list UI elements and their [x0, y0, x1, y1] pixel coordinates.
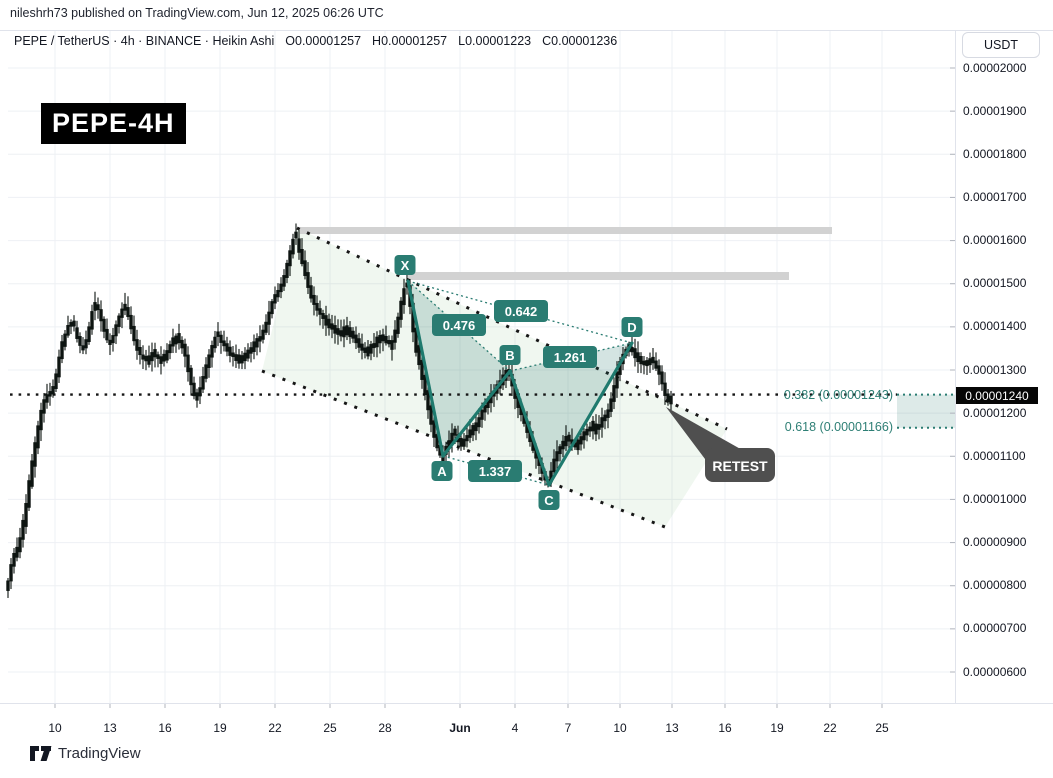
top-divider	[0, 30, 1053, 31]
pattern-leg-BD-dotted[interactable]	[509, 342, 633, 372]
symbol-title[interactable]: PEPE / TetherUS · 4h · BINANCE · Heikin …	[14, 34, 275, 48]
resistance-zone-0[interactable]	[300, 227, 832, 234]
time-axis-label: Jun	[449, 721, 471, 735]
time-axis-label: 13	[103, 721, 117, 735]
price-axis-label: 0.00001100	[963, 448, 1026, 463]
svg-text:B: B	[505, 348, 514, 363]
price-axis-label: 0.00000600	[963, 664, 1027, 679]
current-price-badge: 0.00001240	[956, 387, 1038, 404]
svg-text:X: X	[401, 258, 410, 273]
channel-upper-trendline[interactable]	[296, 226, 728, 431]
price-axis-label: 0.00000900	[963, 535, 1027, 550]
currency-badge[interactable]: USDT	[962, 32, 1040, 58]
retest-callout[interactable]: RETEST	[666, 407, 775, 482]
svg-text:1.337: 1.337	[479, 464, 512, 479]
price-axis-label: 0.00000700	[963, 621, 1027, 636]
price-axis-label: 0.00001900	[963, 103, 1027, 118]
time-axis-label: 13	[665, 721, 679, 735]
time-axis-label: 16	[718, 721, 732, 735]
pattern-leg-BC[interactable]	[508, 369, 551, 487]
pattern-point-label-C[interactable]: C	[538, 490, 560, 510]
time-axis-label: 22	[823, 721, 837, 735]
svg-text:A: A	[437, 464, 447, 479]
price-axis-label: 0.00001000	[963, 491, 1027, 506]
pattern-point-label-A[interactable]: A	[431, 461, 453, 481]
retest-text: RETEST	[712, 458, 768, 474]
pattern-point-label-D[interactable]: D	[621, 317, 643, 337]
time-axis-label: 25	[875, 721, 889, 735]
ohlc-high: H0.00001257	[372, 34, 448, 48]
ohlc-close: C0.00001236	[542, 34, 618, 48]
time-axis-label: 10	[613, 721, 627, 735]
pattern-leg-AB[interactable]	[441, 369, 512, 458]
pattern-point-label-B[interactable]: B	[499, 345, 521, 365]
time-axis-label: 4	[511, 721, 519, 735]
pattern-leg-XA[interactable]	[406, 279, 445, 458]
attribution-text: nileshrh73 published on TradingView.com,…	[10, 6, 384, 20]
svg-text:0.642: 0.642	[505, 304, 538, 319]
time-axis-label: 19	[213, 721, 227, 735]
svg-text:1.261: 1.261	[554, 350, 587, 365]
pattern-leg-AC-dotted[interactable]	[442, 455, 550, 486]
time-axis-label: 25	[323, 721, 337, 735]
svg-text:0.476: 0.476	[443, 318, 476, 333]
fib-retracement-zone[interactable]	[897, 394, 955, 428]
resistance-zone-1[interactable]	[408, 272, 789, 280]
svg-text:D: D	[627, 320, 636, 335]
ohlc-low: L0.00001223	[458, 34, 532, 48]
pattern-point-label-X[interactable]: X	[394, 255, 416, 275]
price-axis-label: 0.00001400	[963, 319, 1027, 334]
pattern-ratio-label-1337[interactable]: 1.337	[468, 460, 522, 482]
channel-fill	[262, 228, 727, 527]
fib-level-0618-label: 0.618 (0.00001166)	[784, 420, 893, 434]
time-axis-label: 22	[268, 721, 282, 735]
time-axis-label: 19	[770, 721, 784, 735]
pattern-ratio-label-0642[interactable]: 0.642	[494, 300, 548, 322]
ohlc-open: O0.00001257	[285, 34, 362, 48]
time-axis-label: 16	[158, 721, 172, 735]
pattern-ratio-label-1261[interactable]: 1.261	[543, 346, 597, 368]
price-axis-label: 0.00001600	[963, 233, 1027, 248]
time-axis-label: 10	[48, 721, 62, 735]
price-axis-label: 0.00001300	[963, 362, 1027, 377]
price-axis-divider	[955, 30, 956, 703]
chart-legend[interactable]: PEPE / TetherUS · 4h · BINANCE · Heikin …	[14, 34, 617, 48]
pattern-ratio-label-0476[interactable]: 0.476	[432, 314, 486, 336]
pattern-triangle-1	[510, 343, 632, 485]
time-axis-label: 7	[564, 721, 572, 735]
price-axis-label: 0.00001800	[963, 146, 1027, 161]
time-axis-label: 28	[378, 721, 392, 735]
tradingview-logo-text: TradingView	[58, 745, 141, 762]
price-axis-label: 0.00001700	[963, 189, 1027, 204]
tradingview-logo-icon	[30, 746, 52, 761]
time-axis-divider	[0, 703, 1053, 704]
pattern-leg-CD[interactable]	[547, 341, 634, 487]
watermark-label: PEPE-4H	[41, 103, 186, 144]
price-axis-label: 0.00002000	[963, 60, 1027, 75]
tradingview-footer[interactable]: TradingView	[30, 745, 141, 762]
fib-level-0382-label: 0.382 (0.00001243)	[783, 388, 893, 402]
price-axis-label: 0.00001500	[963, 276, 1027, 291]
svg-text:C: C	[544, 493, 554, 508]
price-axis-label: 0.00001200	[963, 405, 1027, 420]
price-axis-label: 0.00000800	[963, 578, 1027, 593]
